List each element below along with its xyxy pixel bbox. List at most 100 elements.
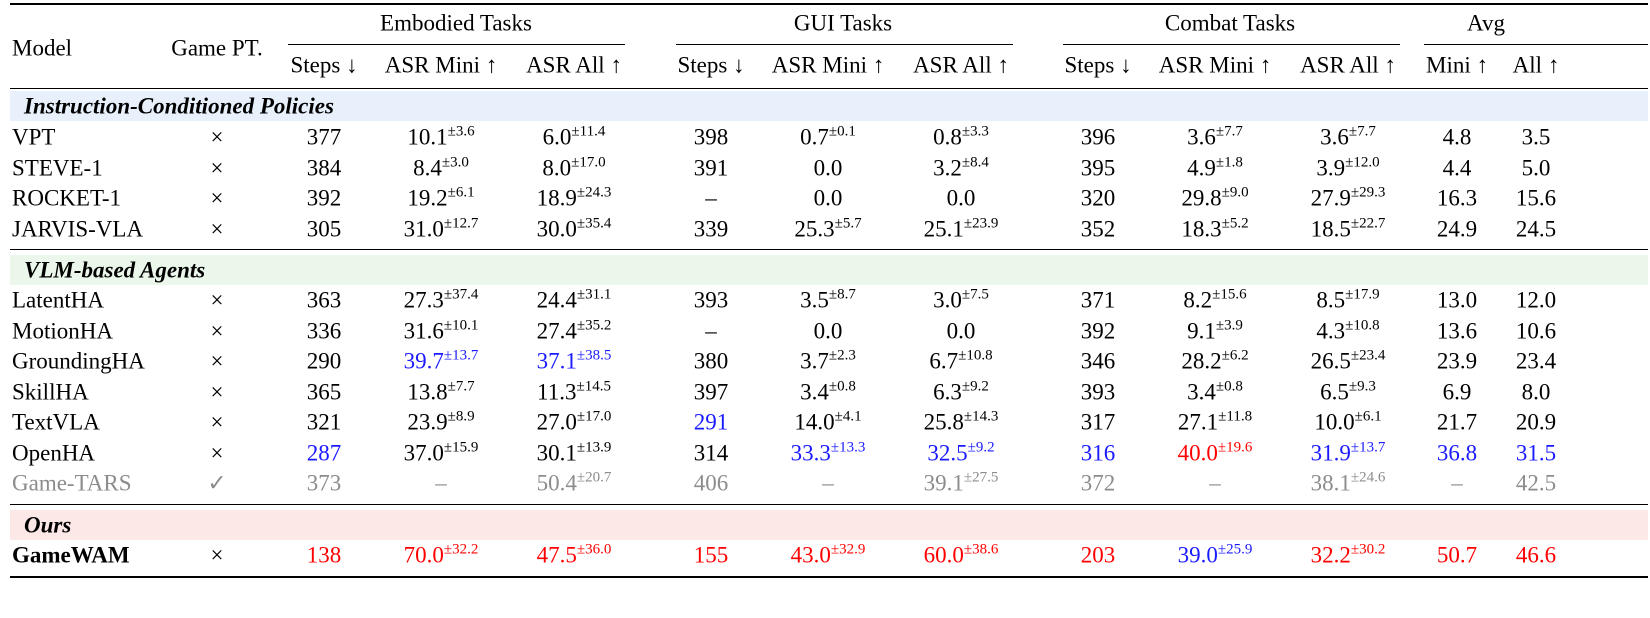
- std-dev: ±22.7: [1350, 215, 1386, 232]
- table-cell: 6.3±9.2: [933, 378, 989, 405]
- std-dev: ±9.3: [1348, 378, 1376, 395]
- row-game-pt-mark: ✓: [207, 470, 227, 496]
- table-cell: 60.0±38.6: [923, 541, 999, 568]
- table-cell: 39.7±13.7: [403, 347, 479, 374]
- table-cell: 3.4±0.8: [800, 378, 856, 405]
- table-cell: 0.8±3.3: [933, 123, 989, 150]
- std-dev: ±37.4: [443, 286, 479, 303]
- table-cell: 25.3±5.7: [794, 215, 862, 242]
- table-cell: 43.0±32.9: [790, 541, 866, 568]
- table-cell: 397: [693, 379, 729, 405]
- table-cell: 155: [693, 542, 729, 568]
- row-model-name: STEVE-1: [12, 155, 103, 181]
- std-dev: ±29.3: [1350, 184, 1386, 201]
- header-group-combat: Combat Tasks: [1164, 10, 1296, 36]
- table-cell: 0.0: [946, 318, 976, 344]
- table-cell: 13.8±7.7: [407, 378, 475, 405]
- std-dev: ±13.9: [576, 439, 612, 456]
- std-dev: ±9.2: [967, 439, 995, 456]
- std-dev: ±8.9: [447, 408, 475, 425]
- table-cell: 3.9±12.0: [1316, 154, 1380, 181]
- std-dev: ±36.0: [576, 541, 612, 558]
- table-cell: 373: [306, 470, 342, 496]
- std-dev: ±8.4: [961, 154, 989, 171]
- header-model: Model: [12, 35, 73, 61]
- row-game-pt-mark: ×: [210, 216, 224, 242]
- row-model-name: LatentHA: [12, 287, 104, 313]
- header-group-gui: GUI Tasks: [793, 10, 893, 36]
- table-cell: 24.5: [1515, 216, 1557, 242]
- table-cell: 365: [306, 379, 342, 405]
- table-cell: 70.0±32.2: [403, 541, 479, 568]
- table-cell: 26.5±23.4: [1310, 347, 1386, 374]
- std-dev: ±8.7: [828, 286, 856, 303]
- std-dev: ±10.8: [958, 347, 993, 364]
- table-cell: 346: [1080, 348, 1116, 374]
- std-dev: ±7.7: [1348, 123, 1376, 140]
- std-dev: ±3.6: [447, 123, 475, 140]
- table-cell: 50.4±20.7: [536, 469, 612, 496]
- group-rule-avg: [1424, 44, 1648, 45]
- std-dev: ±19.6: [1217, 439, 1253, 456]
- table-cell: 31.6±10.1: [403, 317, 479, 344]
- table-cell: 396: [1080, 124, 1116, 150]
- table-cell: 3.5±8.7: [800, 286, 856, 313]
- std-dev: ±14.5: [576, 378, 611, 395]
- table-cell: 4.4: [1442, 155, 1472, 181]
- table-cell: 38.1±24.6: [1310, 469, 1386, 496]
- std-dev: ±0.8: [828, 378, 856, 395]
- std-dev: ±0.8: [1215, 378, 1243, 395]
- table-cell: 28.2±6.2: [1181, 347, 1249, 374]
- std-dev: ±38.5: [576, 347, 612, 364]
- table-cell: 371: [1080, 287, 1116, 313]
- std-dev: ±17.0: [576, 408, 612, 425]
- header-rule: [10, 88, 1648, 89]
- std-dev: ±0.1: [828, 123, 856, 140]
- table-cell: 31.9±13.7: [1310, 439, 1386, 466]
- header-sub-6: Steps ↓: [1064, 52, 1132, 78]
- table-cell: –: [1209, 470, 1221, 496]
- section-band-vlm: [10, 255, 1648, 285]
- std-dev: ±5.2: [1221, 215, 1249, 232]
- std-dev: ±13.7: [443, 347, 479, 364]
- std-dev: ±35.4: [576, 215, 612, 232]
- table-cell: 33.3±13.3: [790, 439, 866, 466]
- header-sub-5: ASR All ↑: [913, 52, 1009, 78]
- header-sub-1: ASR Mini ↑: [384, 52, 498, 78]
- table-cell: 39.1±27.5: [923, 469, 999, 496]
- table-cell: –: [1451, 470, 1463, 496]
- table-cell: 24.4±31.1: [536, 286, 612, 313]
- row-model-name: ROCKET-1: [12, 185, 122, 211]
- table-cell: 21.7: [1436, 409, 1478, 435]
- std-dev: ±2.3: [828, 347, 856, 364]
- header-group-avg: Avg: [1467, 10, 1505, 36]
- group-rule-combat: [1063, 44, 1400, 45]
- std-dev: ±11.8: [1218, 408, 1253, 425]
- bottom-rule: [10, 576, 1648, 578]
- table-cell: 393: [1080, 379, 1116, 405]
- std-dev: ±13.3: [830, 439, 866, 456]
- table-cell: 305: [306, 216, 342, 242]
- std-dev: ±9.2: [961, 378, 989, 395]
- row-game-pt-mark: ×: [210, 542, 224, 568]
- row-model-name: Game-TARS: [12, 470, 132, 496]
- table-cell: 46.6: [1515, 542, 1557, 568]
- std-dev: ±3.9: [1215, 317, 1243, 334]
- std-dev: ±10.8: [1345, 317, 1380, 334]
- std-dev: ±17.0: [571, 154, 606, 171]
- table-cell: 50.7: [1436, 542, 1478, 568]
- table-cell: 372: [1080, 470, 1116, 496]
- table-cell: 18.3±5.2: [1181, 215, 1249, 242]
- table-cell: 0.7±0.1: [800, 123, 856, 150]
- std-dev: ±6.1: [447, 184, 475, 201]
- table-cell: 10.0±6.1: [1314, 408, 1382, 435]
- table-cell: 0.0: [813, 155, 843, 181]
- std-dev: ±12.0: [1345, 154, 1380, 171]
- table-cell: 406: [693, 470, 729, 496]
- table-cell: 339: [693, 216, 729, 242]
- std-dev: ±7.5: [961, 286, 989, 303]
- section-rule-2: [10, 504, 1648, 505]
- table-cell: 18.9±24.3: [536, 184, 612, 211]
- row-game-pt-mark: ×: [210, 379, 224, 405]
